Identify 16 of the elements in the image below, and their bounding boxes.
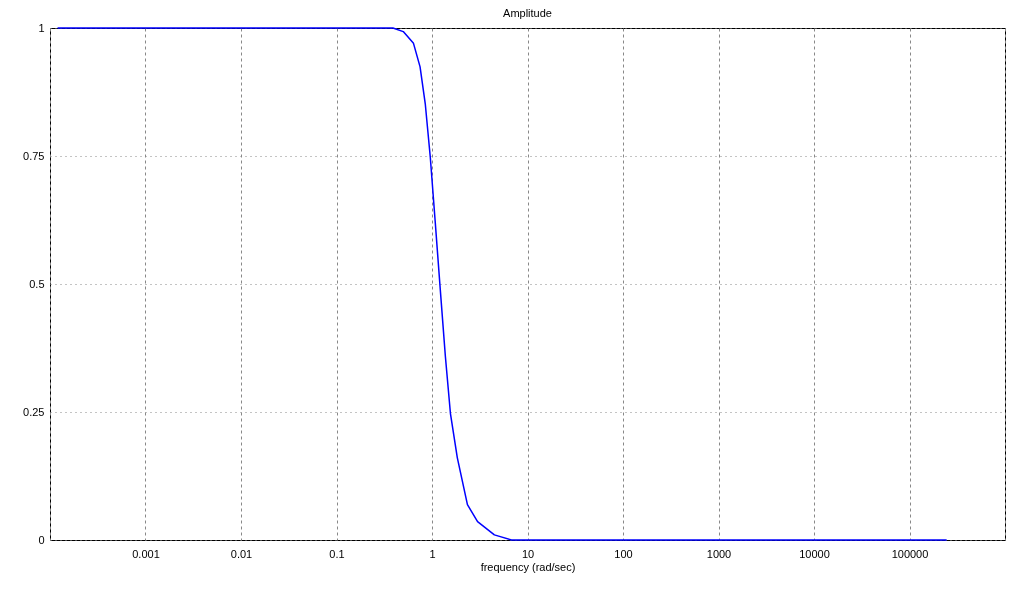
x-tick-label: 0.01 [230,547,253,560]
x-tick-label: 1000 [706,547,732,560]
y-tick-label: 0 [38,533,45,546]
y-tick-label: 1 [38,21,45,34]
y-tick-label: 0.25 [23,405,45,418]
x-tick-label: 0.001 [132,547,160,560]
x-axis-title: frequency (rad/sec) [480,560,576,573]
x-tick-label: 100000 [891,547,929,560]
x-tick-label: 1 [429,547,436,560]
x-tick-label: 0.1 [329,547,345,560]
x-tick-label: 100 [614,547,633,560]
y-tick-label: 0.75 [23,149,45,162]
x-tick-label: 10 [521,547,535,560]
y-tick-label: 0.5 [29,277,45,290]
chart-title: Amplitude [503,7,552,19]
x-tick-label: 10000 [799,547,830,560]
